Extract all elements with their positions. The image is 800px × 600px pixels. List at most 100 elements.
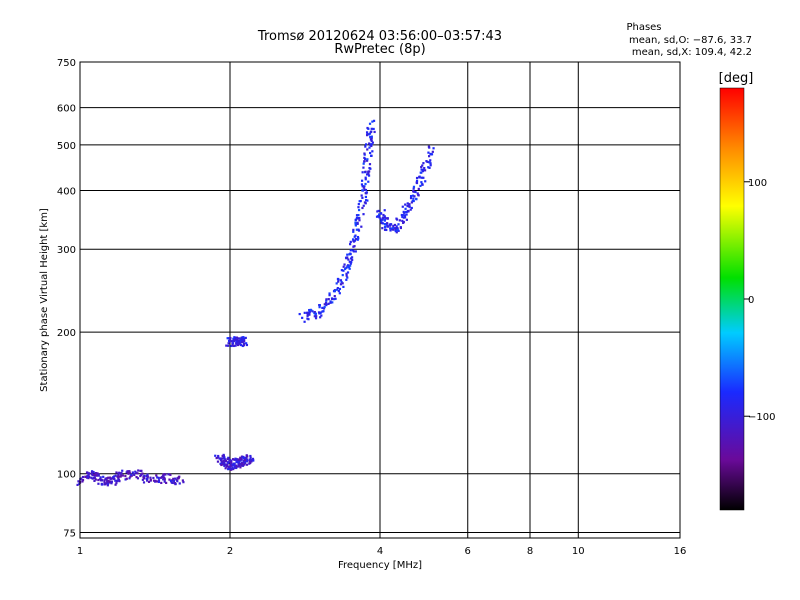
x-tick-label: 6 xyxy=(465,546,471,557)
scatter-point xyxy=(134,470,137,473)
scatter-point xyxy=(249,454,252,458)
scatter-point xyxy=(314,312,317,315)
scatter-point xyxy=(233,336,236,339)
scatter-point xyxy=(236,458,239,461)
scatter-point xyxy=(251,457,255,461)
scatter-point xyxy=(250,460,253,463)
scatter-point xyxy=(412,197,415,200)
scatter-point xyxy=(414,190,417,194)
scatter-point xyxy=(361,185,364,188)
scatter-point xyxy=(301,316,304,319)
scatter-point xyxy=(111,476,115,479)
scatter-point xyxy=(342,269,345,272)
scatter-point xyxy=(245,342,248,345)
scatter-point xyxy=(361,171,364,174)
scatter-point xyxy=(93,477,96,480)
scatter-point xyxy=(242,340,245,343)
scatter-point xyxy=(404,203,407,206)
scatter-point xyxy=(396,226,399,230)
scatter-point xyxy=(309,308,312,311)
scatter-point xyxy=(114,474,117,477)
scatter-point xyxy=(346,265,349,268)
scatter-point xyxy=(91,473,94,477)
y-tick-label: 600 xyxy=(57,104,76,115)
scatter-point xyxy=(365,173,369,176)
scatter-point xyxy=(216,460,220,463)
scatter-point xyxy=(81,475,85,479)
plot-frame xyxy=(79,61,681,539)
scatter-point xyxy=(365,191,368,194)
scatter-point xyxy=(369,143,372,147)
scatter-point xyxy=(363,160,366,163)
scatter-point xyxy=(349,243,352,246)
scatter-point xyxy=(399,226,402,230)
scatter-point xyxy=(128,471,131,474)
scatter-point xyxy=(228,467,231,470)
scatter-point xyxy=(99,477,102,481)
scatter-point xyxy=(409,208,412,211)
phases-heading: Phases xyxy=(626,22,661,33)
scatter-point xyxy=(405,213,408,216)
scatter-point xyxy=(371,141,374,144)
scatter-point xyxy=(232,337,235,340)
scatter-point xyxy=(152,476,155,480)
scatter-point xyxy=(156,480,159,483)
scatter-point xyxy=(375,215,379,218)
scatter-point xyxy=(242,336,245,339)
scatter-point xyxy=(104,482,107,485)
scatter-point xyxy=(367,172,370,175)
scatter-point xyxy=(358,219,361,222)
scatter-point xyxy=(413,195,416,198)
scatter-point xyxy=(97,478,100,482)
scatter-point xyxy=(412,199,415,203)
scatter-point xyxy=(422,162,425,165)
scatter-point xyxy=(223,464,226,467)
scatter-point xyxy=(110,482,113,485)
scatter-point xyxy=(429,164,432,167)
scatter-point xyxy=(349,249,352,252)
scatter-point xyxy=(142,476,146,480)
scatter-point xyxy=(146,475,149,478)
scatter-point xyxy=(383,218,387,222)
scatter-point xyxy=(364,199,368,202)
scatter-point xyxy=(124,478,127,481)
scatter-point xyxy=(81,478,85,482)
scatter-point xyxy=(349,253,352,256)
scatter-point xyxy=(430,153,434,156)
scatter-point xyxy=(324,301,328,304)
scatter-point xyxy=(363,152,366,155)
scatter-point xyxy=(412,187,415,190)
scatter-point xyxy=(381,217,385,220)
scatter-point xyxy=(313,315,316,318)
scatter-point xyxy=(379,217,382,220)
scatter-point xyxy=(220,463,223,467)
scatter-point xyxy=(117,472,120,475)
scatter-point xyxy=(364,178,367,181)
scatter-point xyxy=(346,256,349,259)
scatter-point xyxy=(370,154,373,157)
scatter-point xyxy=(349,240,352,243)
scatter-point xyxy=(329,301,332,304)
scatter-point xyxy=(427,155,431,158)
scatter-point xyxy=(368,142,371,145)
scatter-point xyxy=(163,473,166,476)
scatter-point xyxy=(230,340,233,343)
scatter-point xyxy=(335,288,339,291)
scatter-point xyxy=(234,344,237,347)
scatter-point xyxy=(167,473,170,476)
scatter-point xyxy=(100,478,103,481)
scatter-point xyxy=(355,216,359,219)
scatter-point xyxy=(172,479,176,483)
scatter-point xyxy=(217,454,220,458)
scatter-point xyxy=(118,480,121,483)
scatter-point xyxy=(368,163,372,166)
scatter-point xyxy=(315,315,318,318)
scatter-point xyxy=(97,473,100,476)
scatter-point xyxy=(401,205,404,208)
scatter-point xyxy=(116,479,119,482)
scatter-point xyxy=(182,481,185,484)
scatter-point xyxy=(242,460,245,463)
scatter-point xyxy=(119,475,122,478)
scatter-point xyxy=(229,458,232,462)
scatter-point xyxy=(362,213,365,216)
